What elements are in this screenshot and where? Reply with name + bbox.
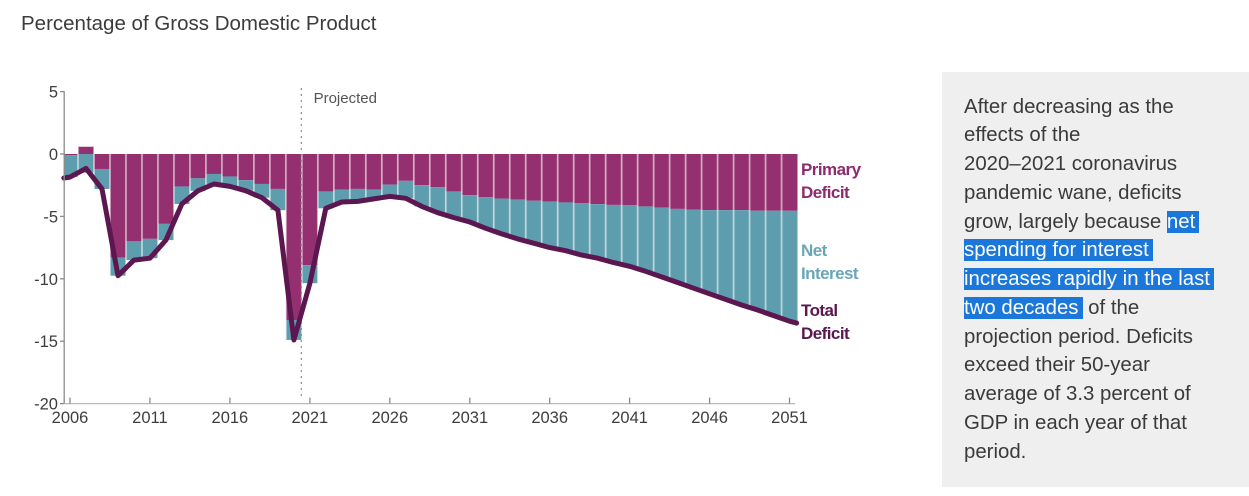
svg-text:2016: 2016	[212, 409, 249, 427]
svg-text:-5: -5	[43, 208, 58, 226]
svg-text:Total: Total	[801, 301, 838, 320]
svg-text:5: 5	[49, 84, 58, 102]
svg-text:Deficit: Deficit	[801, 324, 850, 343]
svg-text:2046: 2046	[691, 409, 728, 427]
svg-text:Primary: Primary	[801, 160, 862, 179]
svg-text:Deficit: Deficit	[801, 183, 850, 202]
svg-text:2021: 2021	[292, 409, 329, 427]
svg-text:0: 0	[49, 146, 58, 164]
svg-text:2041: 2041	[611, 409, 648, 427]
svg-text:Net: Net	[801, 241, 828, 260]
svg-text:Projected: Projected	[314, 90, 377, 107]
svg-text:-20: -20	[34, 396, 58, 414]
svg-text:-10: -10	[34, 271, 58, 289]
svg-text:2026: 2026	[371, 409, 408, 427]
svg-text:2036: 2036	[531, 409, 568, 427]
svg-text:2011: 2011	[132, 409, 167, 427]
svg-text:2051: 2051	[771, 409, 808, 427]
svg-text:Interest: Interest	[801, 264, 859, 283]
svg-text:2031: 2031	[451, 409, 488, 427]
svg-text:-15: -15	[34, 333, 58, 351]
svg-text:2006: 2006	[52, 409, 89, 427]
